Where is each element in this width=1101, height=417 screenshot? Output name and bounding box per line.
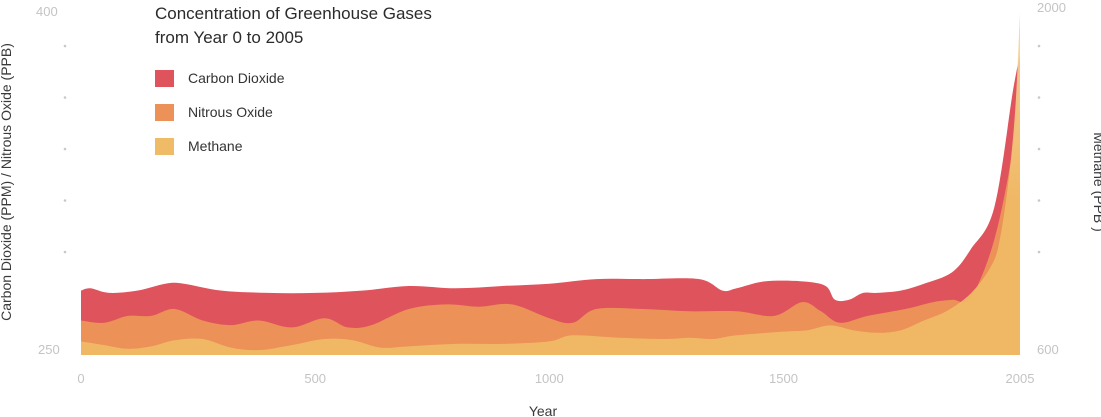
area-carbon-dioxide	[81, 56, 1020, 355]
legend-label-methane: Methane	[188, 138, 243, 154]
legend-swatch-carbon-dioxide	[155, 70, 174, 87]
x-tick-2005: 2005	[1006, 371, 1035, 386]
y-right-dot	[1037, 44, 1041, 48]
y-left-tick-250: 250	[38, 342, 60, 357]
x-tick-0: 0	[77, 371, 84, 386]
legend-label-nitrous-oxide: Nitrous Oxide	[188, 104, 273, 120]
legend-swatch-nitrous-oxide	[155, 104, 174, 121]
y-right-tick-600: 600	[1037, 342, 1059, 357]
y-right-axis-title: Methane (PPB )	[1091, 132, 1101, 232]
y-right-tick-dots	[1037, 44, 1041, 254]
legend-swatch-methane	[155, 138, 174, 155]
x-tick-500: 500	[304, 371, 326, 386]
y-left-dot	[63, 44, 67, 48]
area-methane	[81, 12, 1020, 355]
chart-title-line-2: from Year 0 to 2005	[155, 28, 303, 47]
y-left-dot	[63, 250, 67, 254]
legend-label-carbon-dioxide: Carbon Dioxide	[188, 70, 285, 86]
chart-title-line-1: Concentration of Greenhouse Gases	[155, 4, 432, 23]
y-right-dot	[1037, 96, 1041, 99]
x-tick-1000: 1000	[535, 371, 564, 386]
y-right-dot	[1037, 199, 1041, 202]
y-left-dot	[63, 147, 67, 151]
y-right-dot	[1037, 250, 1041, 254]
y-left-tick-400: 400	[36, 4, 58, 19]
y-left-dot	[63, 96, 67, 99]
y-left-axis-title: Carbon Dioxide (PPM) / Nitrous Oxide (PP…	[0, 43, 14, 321]
x-tick-1500: 1500	[769, 371, 798, 386]
x-axis-title: Year	[529, 403, 558, 417]
legend: Carbon Dioxide Nitrous Oxide Methane	[155, 70, 285, 155]
area-series-group	[81, 12, 1020, 355]
y-right-dot	[1037, 147, 1041, 151]
x-axis-ticks: 0 500 1000 1500 2005	[77, 371, 1034, 386]
y-right-tick-2000: 2000	[1037, 0, 1066, 15]
y-left-tick-dots	[63, 44, 67, 254]
y-left-dot	[63, 199, 67, 202]
